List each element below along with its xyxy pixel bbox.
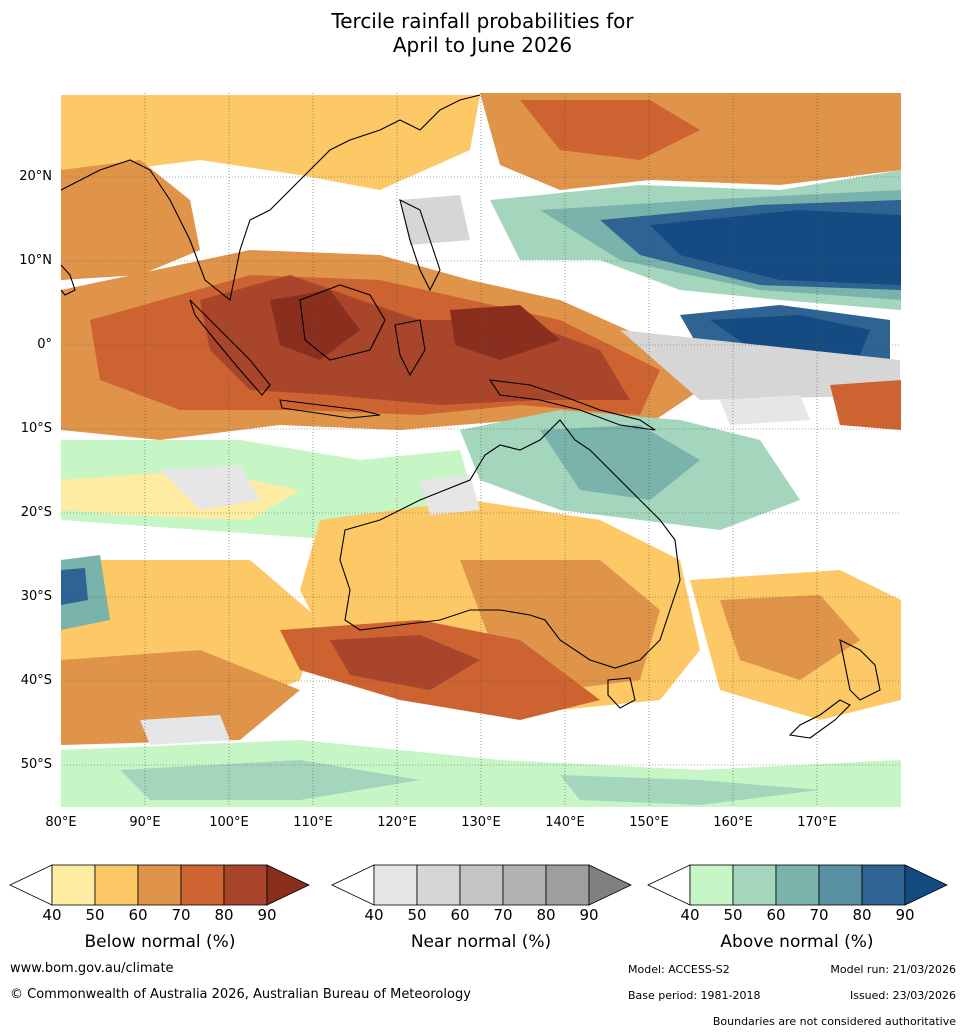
legend-swatch bbox=[137, 864, 182, 906]
legend-tick: 40 bbox=[42, 906, 62, 924]
lat-label: 10°N bbox=[19, 253, 52, 268]
lat-label: 50°S bbox=[20, 757, 52, 772]
legend-tick: 90 bbox=[579, 906, 599, 924]
java-coastline bbox=[279, 399, 381, 419]
lon-label: 90°E bbox=[129, 815, 161, 830]
legend-tick: 70 bbox=[493, 906, 513, 924]
map-title-line-1: Tercile rainfall probabilities for bbox=[331, 9, 634, 33]
legend-tick: 60 bbox=[128, 906, 148, 924]
lon-label: 120°E bbox=[377, 815, 417, 830]
model-run-date: Model run: 21/03/2026 bbox=[830, 963, 956, 976]
legend-title-above-normal: Above normal (%) bbox=[720, 932, 874, 952]
lon-label: 160°E bbox=[713, 815, 753, 830]
sulawesi-coastline bbox=[394, 319, 426, 377]
legend-swatch bbox=[818, 864, 863, 906]
philippines-coastline bbox=[399, 198, 441, 292]
legend-title-below-normal: Below normal (%) bbox=[84, 932, 236, 952]
legend-swatch bbox=[416, 864, 461, 906]
website-link[interactable]: www.bom.gov.au/climate bbox=[10, 961, 174, 976]
new-guinea-coastline bbox=[488, 379, 656, 431]
legend-tick: 40 bbox=[680, 906, 700, 924]
lon-label: 80°E bbox=[45, 815, 77, 830]
legend-tick: 80 bbox=[214, 906, 234, 924]
legend-tick: 70 bbox=[809, 906, 829, 924]
legend-tick: 40 bbox=[364, 906, 384, 924]
legend-swatch bbox=[545, 864, 590, 906]
legend-tick: 50 bbox=[407, 906, 427, 924]
sumatra-coastline bbox=[189, 299, 271, 396]
nz-south-island bbox=[788, 699, 851, 739]
legend-near-normal-bar bbox=[331, 864, 632, 906]
legend-below-normal-bar bbox=[9, 864, 310, 906]
lon-label: 140°E bbox=[545, 815, 585, 830]
model-name: Model: ACCESS-S2 bbox=[628, 963, 730, 976]
legend-tick: 60 bbox=[450, 906, 470, 924]
lat-label: 30°S bbox=[20, 589, 52, 604]
lon-label: 130°E bbox=[461, 815, 501, 830]
legend-swatch bbox=[180, 864, 225, 906]
lat-label: 20°N bbox=[19, 169, 52, 184]
legend-swatch bbox=[94, 864, 139, 906]
legend-swatch bbox=[51, 864, 96, 906]
lon-label: 150°E bbox=[629, 815, 669, 830]
legend-swatch bbox=[904, 864, 948, 906]
legend-swatch bbox=[459, 864, 504, 906]
tasmania-coastline bbox=[607, 677, 636, 709]
lat-label: 10°S bbox=[20, 421, 52, 436]
lat-label: 0° bbox=[37, 337, 52, 352]
legend-title-near-normal: Near normal (%) bbox=[410, 932, 552, 952]
legend-tick: 70 bbox=[171, 906, 191, 924]
australia-coastline bbox=[339, 419, 681, 669]
legend-swatch bbox=[588, 864, 632, 906]
legend-tick: 80 bbox=[852, 906, 872, 924]
lon-label: 100°E bbox=[209, 815, 249, 830]
map-title-line-2: April to June 2026 bbox=[392, 33, 573, 57]
lon-label: 170°E bbox=[797, 815, 837, 830]
issued-date: Issued: 23/03/2026 bbox=[849, 989, 956, 1002]
legend-tick: 60 bbox=[766, 906, 786, 924]
borneo-coastline bbox=[299, 284, 386, 361]
coastlines bbox=[60, 94, 881, 739]
nz-north-island bbox=[839, 639, 881, 701]
asia-coastline bbox=[60, 94, 481, 301]
lat-label: 40°S bbox=[20, 673, 52, 688]
legend-swatch bbox=[502, 864, 547, 906]
legend-swatch bbox=[732, 864, 777, 906]
boundary-disclaimer: Boundaries are not considered authoritat… bbox=[712, 1015, 956, 1028]
copyright-text: © Commonwealth of Australia 2026, Austra… bbox=[10, 987, 471, 1002]
sri-lanka-coastline bbox=[60, 264, 76, 296]
legend-swatch bbox=[775, 864, 820, 906]
legend-swatch bbox=[689, 864, 734, 906]
legend-swatch bbox=[223, 864, 268, 906]
legend-tick: 50 bbox=[85, 906, 105, 924]
legend-tick: 90 bbox=[895, 906, 915, 924]
legend-above-normal-bar bbox=[647, 864, 948, 906]
lat-label: 20°S bbox=[20, 505, 52, 520]
base-period: Base period: 1981-2018 bbox=[628, 989, 761, 1002]
legend-tick: 90 bbox=[257, 906, 277, 924]
legend-swatch bbox=[266, 864, 310, 906]
lon-label: 110°E bbox=[293, 815, 333, 830]
legend-tick: 50 bbox=[723, 906, 743, 924]
legend-swatch bbox=[373, 864, 418, 906]
legend-tick: 80 bbox=[536, 906, 556, 924]
legend-swatch bbox=[861, 864, 906, 906]
graticule bbox=[61, 93, 901, 807]
